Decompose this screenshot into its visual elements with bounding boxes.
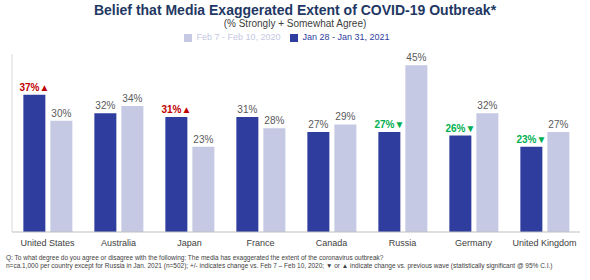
svg-text:45%: 45% <box>406 52 426 63</box>
svg-text:30%: 30% <box>51 108 71 119</box>
svg-text:France: France <box>246 238 274 248</box>
html-text:Q: To what degree do you agree: Q: To what degree do you agree or disagr… <box>6 254 384 261</box>
svg-text:23%: 23% <box>193 134 213 145</box>
svg-text:37%▲: 37%▲ <box>19 82 49 93</box>
html-text:Belief that Media Exaggerated: Belief that Media Exaggerated Extent of … <box>93 2 497 18</box>
html-text:Feb 7 - Feb 10, 2020: Feb 7 - Feb 10, 2020 <box>196 32 281 42</box>
svg-text:Russia: Russia <box>389 238 417 248</box>
svg-text:31%▲: 31%▲ <box>161 104 191 115</box>
svg-text:23%▼: 23%▼ <box>516 134 546 145</box>
html-text:Jan 28 - Jan 31, 2021: Jan 28 - Jan 31, 2021 <box>302 32 390 42</box>
svg-text:27%: 27% <box>548 119 568 130</box>
svg-text:29%: 29% <box>335 111 355 122</box>
svg-text:32%: 32% <box>477 100 497 111</box>
svg-text:27%▼: 27%▼ <box>374 119 404 130</box>
svg-text:Canada: Canada <box>316 238 348 248</box>
svg-text:31%: 31% <box>237 104 257 115</box>
html-text:n=ca.1,000 per country except: n=ca.1,000 per country except for Russia… <box>6 262 553 269</box>
svg-text:32%: 32% <box>95 100 115 111</box>
svg-text:Germany: Germany <box>455 238 493 248</box>
svg-text:United States: United States <box>20 238 75 248</box>
svg-text:27%: 27% <box>308 119 328 130</box>
svg-text:Australia: Australia <box>101 238 136 248</box>
svg-text:United Kingdom: United Kingdom <box>512 238 576 248</box>
html-text:(% Strongly + Somewhat Agree): (% Strongly + Somewhat Agree) <box>223 18 367 29</box>
svg-text:28%: 28% <box>264 115 284 126</box>
svg-text:Japan: Japan <box>177 238 202 248</box>
svg-text:34%: 34% <box>122 93 142 104</box>
svg-text:26%▼: 26%▼ <box>445 123 475 134</box>
